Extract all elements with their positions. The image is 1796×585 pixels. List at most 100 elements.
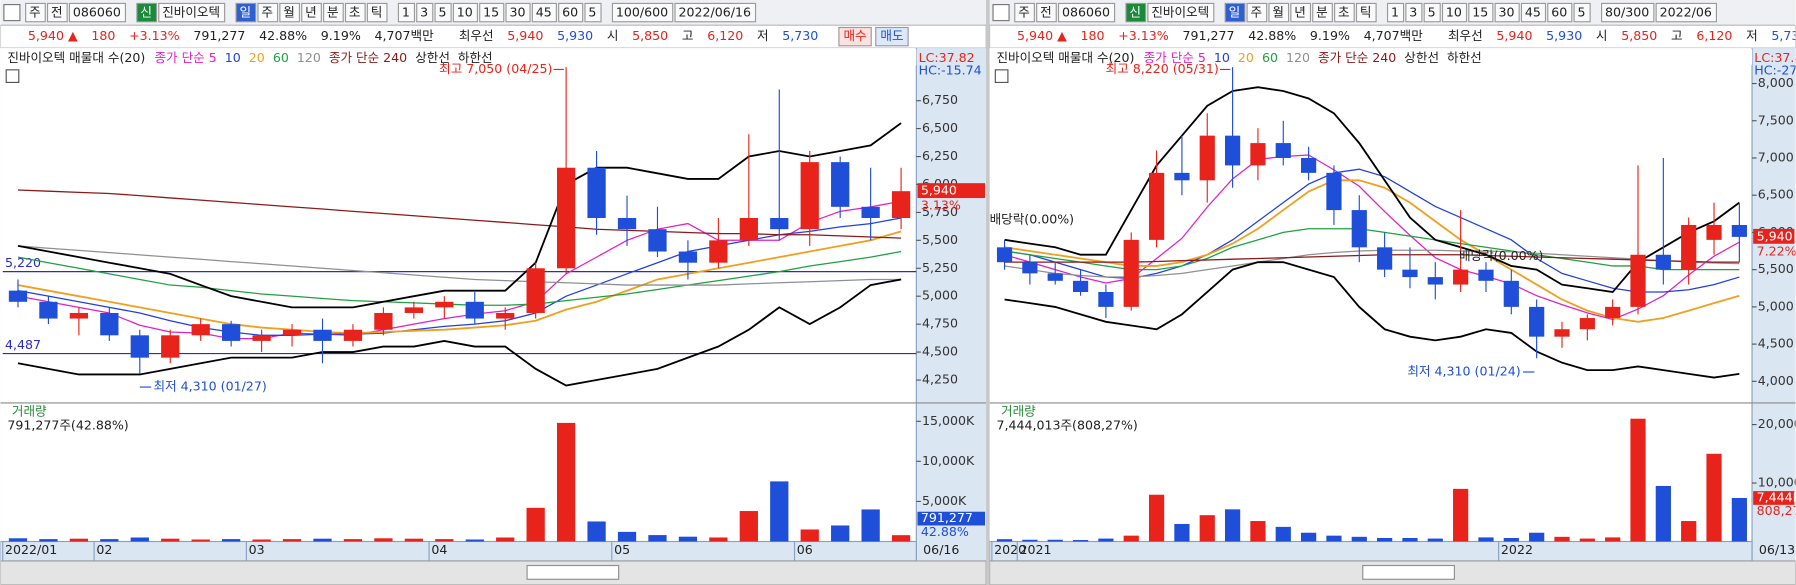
toolbar-label[interactable]: 일 bbox=[240, 5, 252, 20]
trade-button-label[interactable]: 매도 bbox=[880, 28, 903, 43]
toolbar-button[interactable] bbox=[323, 2, 344, 23]
toolbar-label[interactable]: 60 bbox=[562, 5, 578, 20]
toolbar-label[interactable]: 30 bbox=[1499, 5, 1515, 20]
toolbar-button[interactable] bbox=[1441, 2, 1468, 23]
toolbar-button[interactable] bbox=[136, 2, 158, 23]
legend-entry[interactable]: 종가 단순 240 bbox=[1318, 50, 1396, 65]
toolbar-label[interactable]: 주 bbox=[1251, 5, 1263, 20]
toolbar-label[interactable]: 신 bbox=[1129, 5, 1141, 20]
toolbar-label[interactable]: 년 bbox=[1294, 5, 1306, 20]
legend-entry[interactable]: 종가 단순 240 bbox=[329, 50, 407, 65]
toolbar-label[interactable]: 5 bbox=[438, 5, 446, 20]
toolbar-button[interactable] bbox=[257, 2, 279, 23]
legend-entry[interactable]: 120 bbox=[1286, 50, 1310, 65]
toolbar-label[interactable]: 2022/06/16 bbox=[678, 5, 751, 20]
toolbar-label[interactable]: 분 bbox=[327, 5, 339, 20]
toolbar-button[interactable] bbox=[434, 2, 452, 23]
toolbar-button[interactable] bbox=[1014, 2, 1035, 23]
toolbar-label[interactable]: 틱 bbox=[371, 5, 383, 20]
toolbar-label[interactable]: 월 bbox=[1272, 5, 1284, 20]
toolbar-label[interactable]: 1 bbox=[1391, 5, 1399, 20]
toolbar-button[interactable] bbox=[1268, 2, 1290, 23]
legend-entry[interactable]: 종가 단순 5 bbox=[154, 50, 216, 65]
toolbar-button[interactable] bbox=[1423, 2, 1441, 23]
toolbar-button[interactable] bbox=[505, 2, 531, 23]
toolbar-button[interactable] bbox=[46, 2, 68, 23]
toolbar-label[interactable]: 45 bbox=[536, 5, 552, 20]
toolbar-label[interactable]: 45 bbox=[1525, 5, 1541, 20]
legend-entry[interactable]: 10 bbox=[1214, 50, 1230, 65]
toolbar-label[interactable]: 10 bbox=[457, 5, 473, 20]
toolbar-button[interactable] bbox=[1405, 2, 1423, 23]
toolbar-button[interactable] bbox=[1573, 2, 1591, 23]
legend-entry[interactable]: 120 bbox=[297, 50, 321, 65]
trade-button[interactable] bbox=[875, 26, 909, 47]
legend-entry[interactable]: 하한선 bbox=[458, 50, 493, 65]
toolbar-button[interactable] bbox=[235, 2, 257, 23]
scrollbar[interactable] bbox=[0, 560, 987, 585]
toolbar-button[interactable] bbox=[416, 2, 434, 23]
toolbar-label[interactable]: 5 bbox=[1578, 5, 1586, 20]
toolbar-button[interactable] bbox=[1125, 2, 1147, 23]
toolbar-button[interactable] bbox=[1036, 2, 1057, 23]
toolbar-button[interactable] bbox=[1520, 2, 1547, 23]
toolbar-button[interactable] bbox=[301, 2, 322, 23]
toolbar-button[interactable] bbox=[1312, 2, 1333, 23]
toolbar-label[interactable]: 15 bbox=[1472, 5, 1488, 20]
toolbar-label[interactable]: 3 bbox=[1409, 5, 1417, 20]
toolbar-label[interactable]: 전 bbox=[51, 5, 63, 20]
toolbar-label[interactable]: 신 bbox=[140, 5, 152, 20]
menu-icon[interactable] bbox=[992, 4, 1010, 22]
legend-entry[interactable]: 하한선 bbox=[1447, 50, 1482, 65]
legend-entry[interactable]: 60 bbox=[1262, 50, 1278, 65]
grid-icon[interactable] bbox=[994, 69, 1009, 83]
toolbar-label[interactable]: 진바이오텍 bbox=[1151, 5, 1209, 20]
toolbar-label[interactable]: 주 bbox=[29, 5, 41, 20]
legend-entry[interactable]: 10 bbox=[225, 50, 241, 65]
toolbar-button[interactable] bbox=[1386, 2, 1405, 23]
toolbar-label[interactable]: 초 bbox=[1338, 5, 1350, 20]
trade-button[interactable] bbox=[838, 26, 872, 47]
menu-icon[interactable] bbox=[3, 4, 21, 22]
toolbar-button[interactable] bbox=[1246, 2, 1268, 23]
toolbar-button[interactable] bbox=[1655, 2, 1717, 23]
toolbar-button[interactable] bbox=[1334, 2, 1355, 23]
toolbar-label[interactable]: 5 bbox=[588, 5, 596, 20]
toolbar-button[interactable] bbox=[584, 2, 602, 23]
toolbar-label[interactable]: 60 bbox=[1551, 5, 1567, 20]
toolbar-label[interactable]: 분 bbox=[1316, 5, 1328, 20]
toolbar-label[interactable]: 초 bbox=[349, 5, 361, 20]
toolbar-label[interactable]: 3 bbox=[420, 5, 428, 20]
toolbar-button[interactable] bbox=[68, 2, 127, 23]
toolbar-button[interactable] bbox=[397, 2, 416, 23]
toolbar-label[interactable]: 086060 bbox=[73, 5, 121, 20]
toolbar-button[interactable] bbox=[1494, 2, 1520, 23]
trade-button-label[interactable]: 매수 bbox=[843, 28, 866, 43]
legend-entry[interactable]: 상한선 bbox=[1404, 50, 1439, 65]
legend-entry[interactable]: 20 bbox=[249, 50, 265, 65]
toolbar-label[interactable]: 일 bbox=[1229, 5, 1241, 20]
toolbar-label[interactable]: 전 bbox=[1040, 5, 1052, 20]
toolbar-button[interactable] bbox=[1468, 2, 1494, 23]
toolbar-label[interactable]: 100/600 bbox=[616, 5, 668, 20]
legend-entry[interactable]: 20 bbox=[1238, 50, 1254, 65]
legend-entry[interactable]: 60 bbox=[273, 50, 289, 65]
toolbar-button[interactable] bbox=[674, 2, 757, 23]
toolbar-label[interactable]: 30 bbox=[509, 5, 525, 20]
toolbar-button[interactable] bbox=[479, 2, 505, 23]
toolbar-label[interactable]: 086060 bbox=[1062, 5, 1110, 20]
toolbar-label[interactable]: 틱 bbox=[1360, 5, 1372, 20]
toolbar-button[interactable] bbox=[611, 2, 674, 23]
toolbar-button[interactable] bbox=[279, 2, 301, 23]
toolbar-button[interactable] bbox=[1224, 2, 1246, 23]
legend-entry[interactable]: 종가 단순 5 bbox=[1144, 50, 1206, 65]
toolbar-button[interactable] bbox=[531, 2, 557, 23]
toolbar-button[interactable] bbox=[452, 2, 478, 23]
grid-icon[interactable] bbox=[5, 69, 20, 83]
scroll-thumb[interactable] bbox=[526, 564, 620, 580]
toolbar-button[interactable] bbox=[1600, 2, 1655, 23]
toolbar-label[interactable]: 년 bbox=[305, 5, 317, 20]
toolbar-button[interactable] bbox=[1547, 2, 1573, 23]
toolbar-button[interactable] bbox=[1355, 2, 1377, 23]
toolbar-label[interactable]: 주 bbox=[261, 5, 273, 20]
